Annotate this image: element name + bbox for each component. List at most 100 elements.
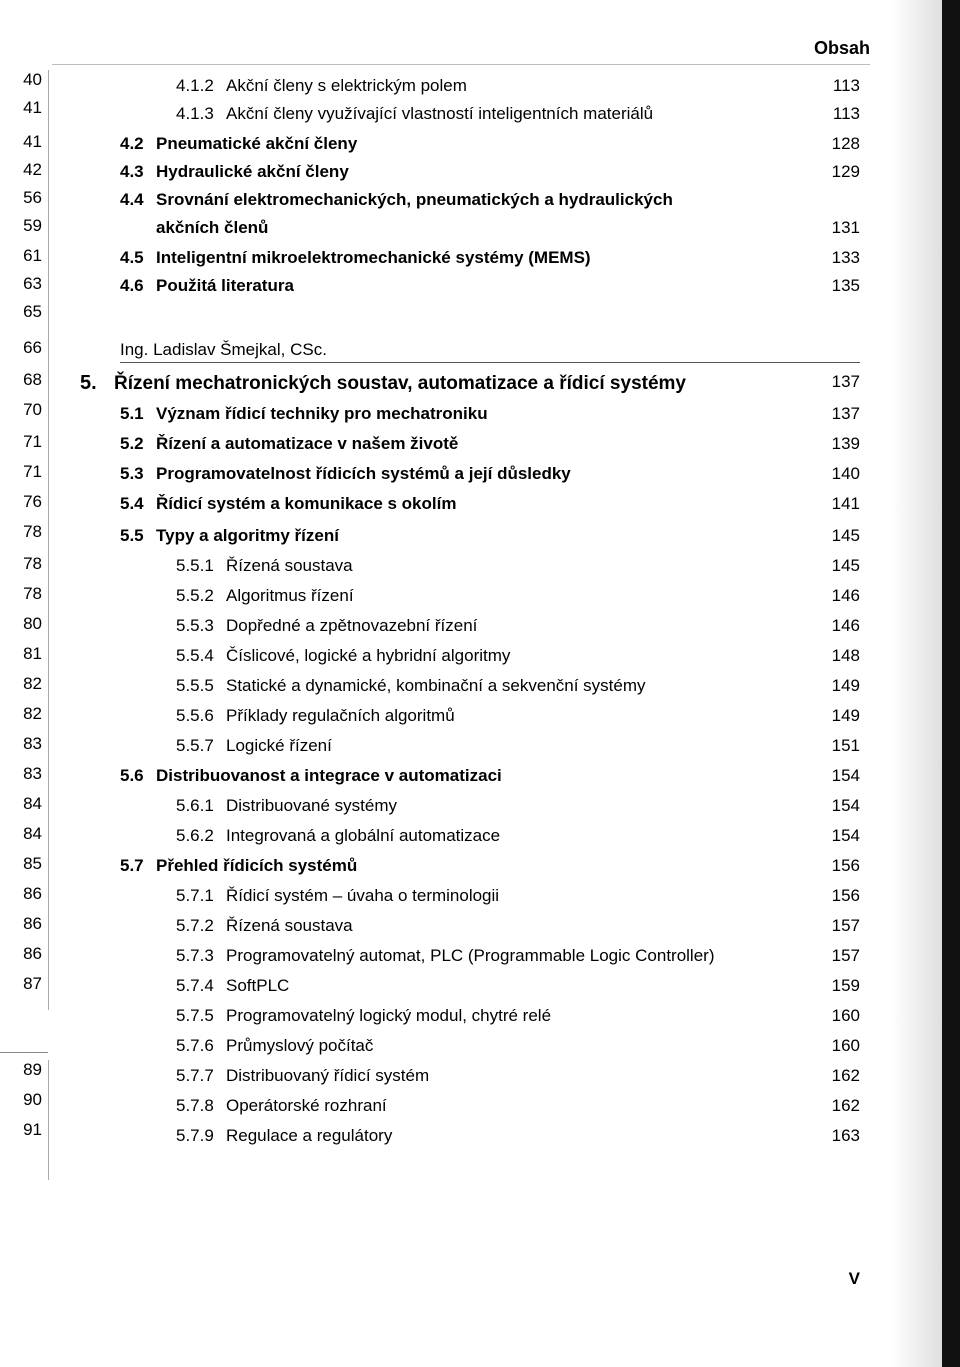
- toc-row: 5.5.3Dopředné a zpětnovazební řízení146: [80, 616, 860, 636]
- header-obsah: Obsah: [814, 38, 870, 59]
- subsection-title: Akční členy využívající vlastností intel…: [226, 104, 653, 123]
- toc-page-number: 154: [810, 826, 860, 846]
- toc-page-number: 133: [810, 248, 860, 268]
- toc-page-number: 148: [810, 646, 860, 666]
- subsection-title: Řízená soustava: [226, 556, 353, 575]
- subsection-number: 5.7.4: [176, 976, 226, 996]
- toc-page-number: 154: [810, 766, 860, 786]
- section-title: Řídicí systém a komunikace s okolím: [156, 494, 456, 513]
- left-gutter-number: 70: [2, 400, 42, 420]
- section-title: Pneumatické akční členy: [156, 134, 357, 153]
- left-gutter-number: 56: [2, 188, 42, 208]
- toc-row: akčních členů 131: [80, 218, 860, 238]
- subsection-number: 5.7.1: [176, 886, 226, 906]
- toc-page-number: 113: [810, 104, 860, 124]
- toc-row: 4.4Srovnání elektromechanických, pneumat…: [80, 190, 860, 210]
- subsection-number: 5.7.7: [176, 1066, 226, 1086]
- left-gutter-number: 41: [2, 98, 42, 118]
- left-gutter-number: 82: [2, 674, 42, 694]
- section-title: Srovnání elektromechanických, pneumatick…: [156, 190, 673, 209]
- toc-page-number: 149: [810, 676, 860, 696]
- scan-edge-black: [942, 0, 960, 1367]
- subsection-title: Regulace a regulátory: [226, 1126, 392, 1145]
- section-number: 4.4: [120, 190, 156, 210]
- toc-row: 5.5.7Logické řízení151: [80, 736, 860, 756]
- toc-page-number: 140: [810, 464, 860, 484]
- subsection-title: Integrovaná a globální automatizace: [226, 826, 500, 845]
- subsection-number: 5.5.7: [176, 736, 226, 756]
- left-gutter-2: 899091: [0, 1060, 49, 1180]
- section-title: Programovatelnost řídicích systémů a jej…: [156, 464, 571, 483]
- toc-row: 5.7.1Řídicí systém – úvaha o terminologi…: [80, 886, 860, 906]
- left-gutter-number: 71: [2, 462, 42, 482]
- author-rule: [120, 362, 860, 363]
- toc-row: 5.Řízení mechatronických soustav, automa…: [80, 372, 860, 395]
- left-gutter-number: 91: [2, 1120, 42, 1140]
- left-gutter-number: 86: [2, 914, 42, 934]
- toc-page-number: 139: [810, 434, 860, 454]
- subsection-title: Programovatelný logický modul, chytré re…: [226, 1006, 551, 1025]
- section-title: Inteligentní mikroelektromechanické syst…: [156, 248, 591, 267]
- toc-row: 5.6.2Integrovaná a globální automatizace…: [80, 826, 860, 846]
- section-title-continuation: akčních členů: [156, 218, 268, 237]
- left-gutter-number: 78: [2, 554, 42, 574]
- left-gutter-number: 87: [2, 974, 42, 994]
- toc-row: 4.2Pneumatické akční členy128: [80, 134, 860, 154]
- toc-row: 5.7.9Regulace a regulátory163: [80, 1126, 860, 1146]
- subsection-title: Dopředné a zpětnovazební řízení: [226, 616, 477, 635]
- left-gutter-number: 86: [2, 884, 42, 904]
- section-title: Distribuovanost a integrace v automatiza…: [156, 766, 502, 785]
- left-gutter-number: 41: [2, 132, 42, 152]
- toc-page-number: 146: [810, 586, 860, 606]
- subsection-title: Řízená soustava: [226, 916, 353, 935]
- subsection-title: Logické řízení: [226, 736, 332, 755]
- chapter-title: Řízení mechatronických soustav, automati…: [114, 373, 686, 394]
- subsection-title: Operátorské rozhraní: [226, 1096, 387, 1115]
- toc-row: 5.4Řídicí systém a komunikace s okolím14…: [80, 494, 860, 514]
- toc-page-number: 137: [810, 372, 860, 392]
- section-number: 4.5: [120, 248, 156, 268]
- toc-page-number: 141: [810, 494, 860, 514]
- subsection-title: Číslicové, logické a hybridní algoritmy: [226, 646, 510, 665]
- left-gutter-number: 84: [2, 824, 42, 844]
- toc-page-number: 160: [810, 1006, 860, 1026]
- page: Obsah 4041414256596163656668707171767878…: [0, 0, 960, 1367]
- section-number: 5.6: [120, 766, 156, 786]
- toc-row: 5.7.7Distribuovaný řídicí systém162: [80, 1066, 860, 1086]
- left-gutter-number: 40: [2, 70, 42, 90]
- toc-page-number: 156: [810, 856, 860, 876]
- subsection-number: 5.7.8: [176, 1096, 226, 1116]
- toc-row: 5.7.4SoftPLC159: [80, 976, 860, 996]
- toc-row: 5.5.4Číslicové, logické a hybridní algor…: [80, 646, 860, 666]
- subsection-title: SoftPLC: [226, 976, 289, 995]
- subsection-title: Algoritmus řízení: [226, 586, 354, 605]
- subsection-title: Akční členy s elektrickým polem: [226, 76, 467, 95]
- subsection-number: 5.5.5: [176, 676, 226, 696]
- subsection-number: 5.6.1: [176, 796, 226, 816]
- left-gutter-number: 76: [2, 492, 42, 512]
- subsection-number: 5.7.2: [176, 916, 226, 936]
- toc-row: 5.5Typy a algoritmy řízení145: [80, 526, 860, 546]
- subsection-number: 5.7.6: [176, 1036, 226, 1056]
- toc-row: 5.5.6Příklady regulačních algoritmů149: [80, 706, 860, 726]
- toc-page-number: 131: [810, 218, 860, 238]
- toc-page-number: 129: [810, 162, 860, 182]
- toc-row: 5.7.2Řízená soustava157: [80, 916, 860, 936]
- section-title: Hydraulické akční členy: [156, 162, 349, 181]
- left-gutter-number: 65: [2, 302, 42, 322]
- left-gutter-number: 82: [2, 704, 42, 724]
- subsection-title: Příklady regulačních algoritmů: [226, 706, 455, 725]
- left-gutter-number: 59: [2, 216, 42, 236]
- toc-row: 5.2Řízení a automatizace v našem životě1…: [80, 434, 860, 454]
- subsection-title: Řídicí systém – úvaha o terminologii: [226, 886, 499, 905]
- toc-row: 5.7.5Programovatelný logický modul, chyt…: [80, 1006, 860, 1026]
- author-line: Ing. Ladislav Šmejkal, CSc.: [120, 340, 860, 360]
- section-title: Význam řídicí techniky pro mechatroniku: [156, 404, 488, 423]
- toc-page-number: 163: [810, 1126, 860, 1146]
- left-gutter-number: 90: [2, 1090, 42, 1110]
- chapter-number: 5.: [80, 372, 114, 395]
- subsection-number: 4.1.2: [176, 76, 226, 96]
- toc-row: 5.5.5Statické a dynamické, kombinační a …: [80, 676, 860, 696]
- toc-row: 5.5.1Řízená soustava145: [80, 556, 860, 576]
- section-number: 5.3: [120, 464, 156, 484]
